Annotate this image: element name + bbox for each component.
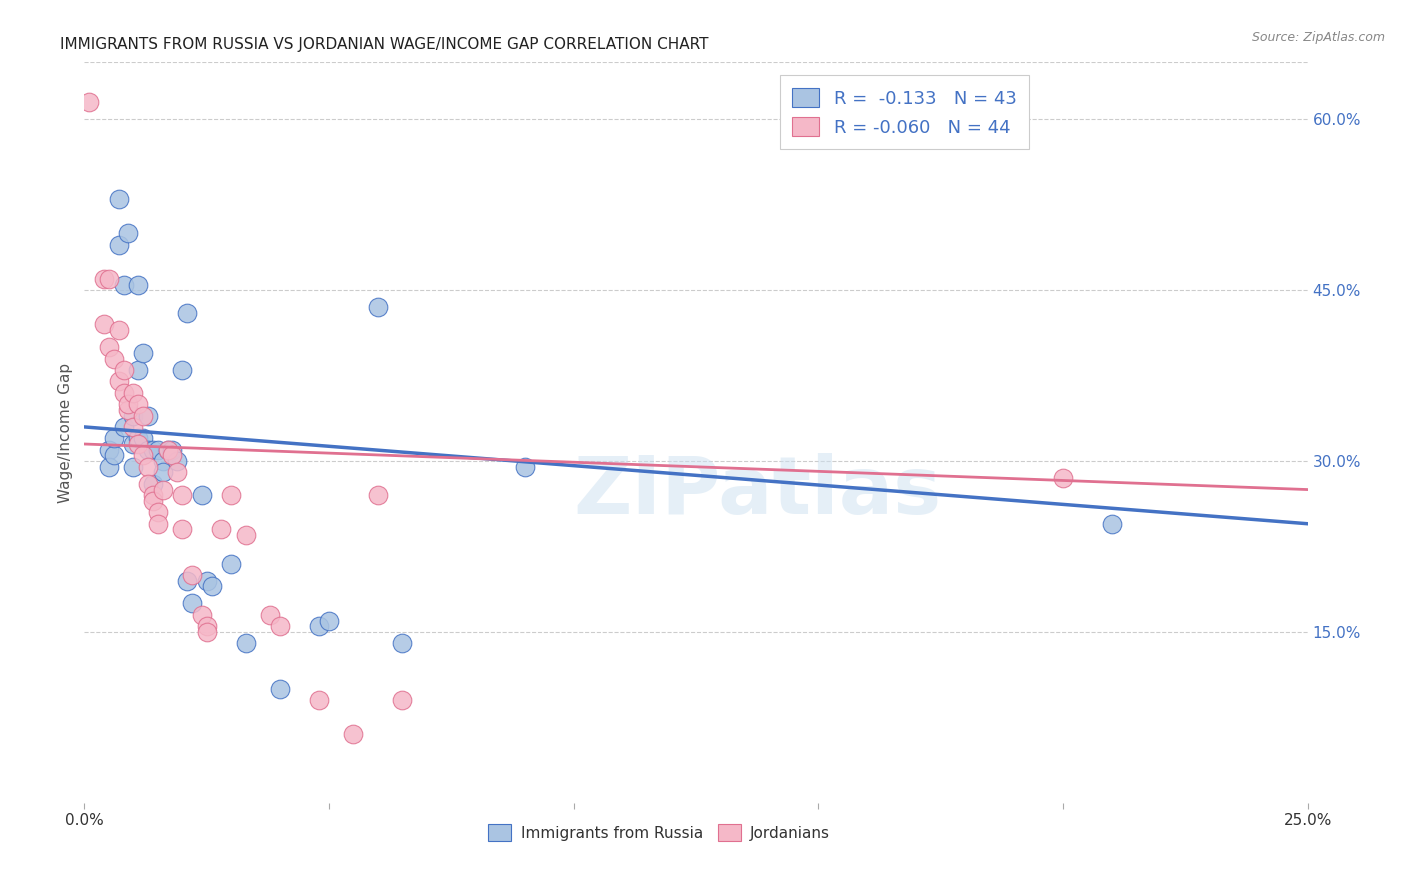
Point bbox=[308, 619, 330, 633]
Point bbox=[146, 505, 169, 519]
Point bbox=[132, 346, 155, 360]
Point bbox=[132, 449, 155, 463]
Point bbox=[97, 340, 120, 354]
Point bbox=[117, 402, 139, 417]
Point bbox=[97, 272, 120, 286]
Point bbox=[156, 442, 179, 457]
Point bbox=[166, 454, 188, 468]
Point bbox=[172, 363, 194, 377]
Point bbox=[132, 431, 155, 445]
Point bbox=[136, 409, 159, 423]
Point bbox=[176, 574, 198, 588]
Point bbox=[156, 442, 179, 457]
Point bbox=[103, 431, 125, 445]
Point bbox=[391, 693, 413, 707]
Point bbox=[136, 442, 159, 457]
Point bbox=[122, 409, 145, 423]
Point bbox=[391, 636, 413, 650]
Point bbox=[112, 385, 135, 400]
Point bbox=[318, 614, 340, 628]
Legend: Immigrants from Russia, Jordanians: Immigrants from Russia, Jordanians bbox=[482, 818, 837, 847]
Point bbox=[172, 488, 194, 502]
Point bbox=[195, 624, 218, 639]
Text: Source: ZipAtlas.com: Source: ZipAtlas.com bbox=[1251, 31, 1385, 45]
Point bbox=[107, 375, 129, 389]
Point bbox=[166, 466, 188, 480]
Point bbox=[127, 363, 149, 377]
Point bbox=[209, 523, 232, 537]
Point bbox=[342, 727, 364, 741]
Point bbox=[103, 351, 125, 366]
Point bbox=[195, 619, 218, 633]
Point bbox=[162, 442, 184, 457]
Point bbox=[112, 363, 135, 377]
Point bbox=[513, 459, 536, 474]
Point bbox=[122, 437, 145, 451]
Point bbox=[117, 227, 139, 241]
Point bbox=[269, 619, 291, 633]
Point bbox=[219, 488, 242, 502]
Point bbox=[191, 607, 214, 622]
Point bbox=[195, 574, 218, 588]
Point bbox=[107, 192, 129, 206]
Point bbox=[181, 568, 204, 582]
Point bbox=[132, 409, 155, 423]
Point bbox=[103, 449, 125, 463]
Point bbox=[93, 318, 115, 332]
Point bbox=[122, 385, 145, 400]
Point bbox=[142, 494, 165, 508]
Point bbox=[1101, 516, 1123, 531]
Point bbox=[117, 397, 139, 411]
Point bbox=[219, 557, 242, 571]
Y-axis label: Wage/Income Gap: Wage/Income Gap bbox=[58, 362, 73, 503]
Point bbox=[112, 420, 135, 434]
Point bbox=[308, 693, 330, 707]
Point bbox=[181, 597, 204, 611]
Point bbox=[122, 459, 145, 474]
Point bbox=[367, 488, 389, 502]
Point bbox=[146, 442, 169, 457]
Point bbox=[127, 397, 149, 411]
Point bbox=[200, 579, 222, 593]
Point bbox=[176, 306, 198, 320]
Point bbox=[1052, 471, 1074, 485]
Point bbox=[136, 476, 159, 491]
Point bbox=[127, 431, 149, 445]
Point bbox=[152, 466, 174, 480]
Point bbox=[97, 459, 120, 474]
Point bbox=[142, 442, 165, 457]
Point bbox=[122, 420, 145, 434]
Point bbox=[142, 476, 165, 491]
Point bbox=[127, 437, 149, 451]
Point bbox=[107, 323, 129, 337]
Point bbox=[142, 488, 165, 502]
Point bbox=[191, 488, 214, 502]
Text: ZIPatlas: ZIPatlas bbox=[574, 453, 941, 531]
Point bbox=[235, 636, 257, 650]
Point bbox=[136, 459, 159, 474]
Point bbox=[152, 483, 174, 497]
Point bbox=[367, 301, 389, 315]
Point bbox=[107, 237, 129, 252]
Point bbox=[97, 442, 120, 457]
Point bbox=[172, 523, 194, 537]
Point bbox=[152, 454, 174, 468]
Point bbox=[146, 516, 169, 531]
Point bbox=[112, 277, 135, 292]
Point bbox=[162, 449, 184, 463]
Point bbox=[259, 607, 281, 622]
Point bbox=[127, 277, 149, 292]
Point bbox=[93, 272, 115, 286]
Point bbox=[269, 681, 291, 696]
Point bbox=[235, 528, 257, 542]
Point bbox=[77, 95, 100, 110]
Text: IMMIGRANTS FROM RUSSIA VS JORDANIAN WAGE/INCOME GAP CORRELATION CHART: IMMIGRANTS FROM RUSSIA VS JORDANIAN WAGE… bbox=[60, 37, 709, 52]
